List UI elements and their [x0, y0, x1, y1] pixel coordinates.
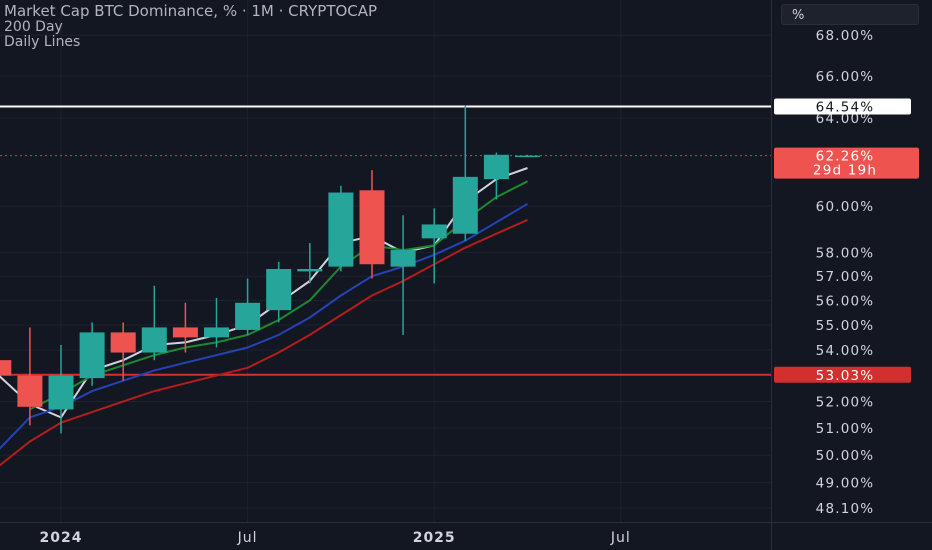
y-axis-tick-label: 49.00% [816, 476, 875, 492]
x-axis[interactable]: 2024 Jul 2025 Jul [40, 530, 631, 546]
candle-body [17, 375, 43, 407]
candle-2024-02 [79, 322, 105, 386]
candle-body [359, 190, 385, 265]
candle-body [110, 332, 136, 353]
candle-2024-10 [328, 185, 354, 272]
candle-2024-08 [266, 261, 292, 323]
candle-body [204, 327, 229, 338]
y-axis-tick-label: 68.00% [816, 28, 875, 44]
candle-2024-05 [172, 302, 198, 353]
candle-body [421, 224, 447, 239]
indicator-label-200-day[interactable]: 200 Day [4, 19, 63, 35]
candle-2024-04 [141, 285, 167, 361]
x-axis-tick-label: Jul [237, 530, 258, 546]
horizontal-lines [0, 105, 771, 376]
price-tag-label: 53.03% [816, 368, 875, 384]
y-axis-tick-label: 55.00% [816, 318, 875, 334]
candle-body [483, 154, 509, 180]
moving-average-blue [0, 203, 529, 450]
grid [0, 0, 771, 522]
x-axis-tick-label: 2025 [413, 530, 456, 546]
candle-body [172, 327, 198, 338]
chart-title: Market Cap BTC Dominance, % · 1M · CRYPT… [4, 2, 378, 20]
candle-body [328, 192, 354, 267]
y-axis[interactable]: 68.00% 66.00% 64.00% 60.00% 58.00% 57.00% 56.0… [816, 28, 875, 517]
candle-body [266, 269, 292, 311]
current-price-label: 62.26% [816, 149, 875, 165]
candle-body [390, 250, 416, 267]
y-axis-tick-label: 50.00% [816, 448, 875, 464]
y-axis-tick-label: 60.00% [816, 199, 875, 215]
y-axis-tick-label: 51.00% [816, 421, 875, 437]
indicator-label-daily-lines[interactable]: Daily Lines [4, 34, 81, 50]
candle-2024-07 [235, 278, 261, 335]
candle-2024-06 [204, 297, 229, 348]
price-tags: 64.54% 53.03% 62.26%29d 19h [774, 98, 919, 384]
candle-2024-03 [110, 322, 136, 381]
y-axis-tick-label: 58.00% [816, 245, 875, 261]
candle-body [515, 155, 540, 158]
price-tag-bg [774, 98, 911, 115]
y-axis-tick-label: 48.10% [816, 501, 875, 517]
candle-2024-11 [359, 170, 385, 279]
percent-scale-button[interactable]: % [781, 4, 919, 25]
current-price-tag-bg [774, 147, 919, 179]
candle-2024-09 [297, 243, 323, 284]
candles [0, 105, 540, 434]
candle-body [141, 327, 167, 353]
y-axis-tick-label: 57.00% [816, 269, 875, 285]
candle-2023-11 [0, 360, 12, 376]
x-axis-tick-label: Jul [610, 530, 631, 546]
candle-2023-12 [17, 327, 43, 426]
bar-countdown-label: 29d 19h [813, 163, 877, 179]
candle-2025-03 [483, 152, 509, 200]
candle-2024-01 [48, 344, 74, 434]
candle-body [297, 269, 323, 272]
moving-average-red [0, 218, 528, 467]
y-axis-tick-label: 66.00% [816, 69, 875, 85]
y-axis-tick-label: 64.00% [816, 111, 875, 127]
y-axis-tick-label: 56.00% [816, 293, 875, 309]
candle-2025-04 [515, 154, 540, 158]
candle-2024-12 [390, 215, 416, 335]
price-tag-bg [774, 366, 911, 383]
candle-2025-01 [421, 208, 447, 284]
candle-body [48, 375, 74, 410]
candle-body [235, 302, 261, 330]
y-axis-tick-label: 52.00% [816, 395, 875, 411]
x-axis-tick-label: 2024 [40, 530, 83, 546]
candle-body [79, 332, 105, 379]
price-tag-label: 64.54% [816, 100, 875, 116]
candle-body [0, 360, 12, 376]
candle-2025-02 [452, 105, 478, 241]
candle-body [452, 176, 478, 234]
y-axis-tick-label: 54.00% [816, 343, 875, 359]
